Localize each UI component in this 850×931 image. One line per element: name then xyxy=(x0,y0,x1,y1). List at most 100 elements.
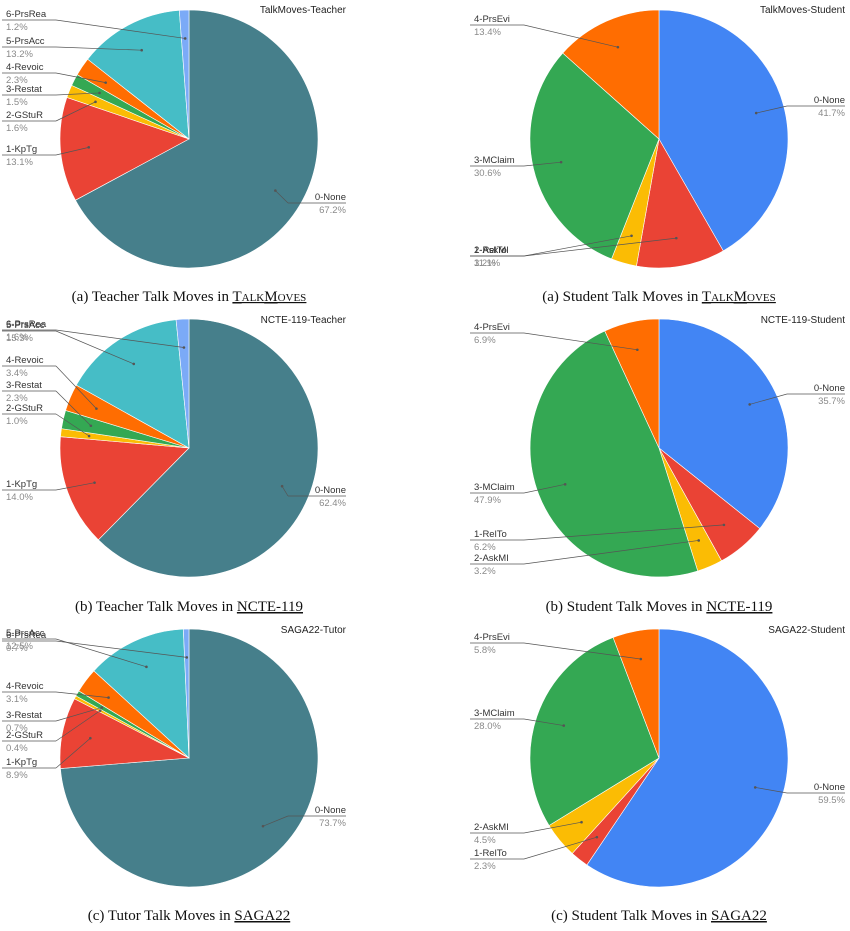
slice-label-0-none: 0-None xyxy=(315,485,346,496)
leader-line xyxy=(55,19,186,39)
pie-slice-5-prsacc xyxy=(87,10,190,140)
leader-line xyxy=(523,332,638,351)
pie-title: SAGA22-Student xyxy=(768,625,845,636)
leader-line xyxy=(281,486,289,497)
slice-percent-0-none: 35.7% xyxy=(818,396,845,407)
leader-dot xyxy=(722,523,726,527)
leader-line xyxy=(523,483,566,494)
leader-dot xyxy=(616,45,620,49)
caption-prefix: (b) Teacher Talk Moves in xyxy=(75,599,237,615)
slice-percent-4-revoic: 3.4% xyxy=(6,368,28,379)
slice-percent-3-mclaim: 47.9% xyxy=(474,495,501,506)
leader-dot xyxy=(98,709,102,712)
pie-title: NCTE-119-Student xyxy=(761,315,846,326)
slice-percent-6-prsrea: 1.6% xyxy=(6,332,28,343)
leader-line xyxy=(756,105,788,114)
slice-percent-0-none: 41.7% xyxy=(818,108,845,119)
slice-percent-0-none: 67.2% xyxy=(319,205,346,216)
slice-percent-4-prsevi: 13.4% xyxy=(474,27,501,38)
slice-label-5-prsacc: 5-PrsAcc xyxy=(6,320,45,331)
leader-line xyxy=(55,707,103,722)
slice-label-1-relto: 1-RelTo xyxy=(474,245,507,256)
slice-label-5-prsacc: 5-PrsAcc xyxy=(6,628,45,639)
slice-label-4-revoic: 4-Revoic xyxy=(6,355,44,366)
slice-percent-1-kptg: 8.9% xyxy=(6,770,28,781)
caption-dataset: TALKMOVES xyxy=(702,289,776,305)
slice-label-1-relto: 1-RelTo xyxy=(474,529,507,540)
slice-percent-3-mclaim: 28.0% xyxy=(474,721,501,732)
leader-line xyxy=(275,190,289,204)
leader-dot xyxy=(559,160,563,164)
pie-slice-6-prsrea xyxy=(175,318,190,449)
leader-dot xyxy=(87,146,91,149)
leader-dot xyxy=(748,403,751,406)
pie-slice-1-relto xyxy=(636,138,724,269)
leader-dot xyxy=(89,736,92,740)
leader-line xyxy=(55,737,91,769)
pie-slice-1-kptg xyxy=(59,436,190,541)
slice-percent-5-prsacc: 12.5% xyxy=(6,641,33,652)
slice-label-2-askmi: 2-AskMI xyxy=(474,822,509,833)
panel-caption: (b) Teacher Talk Moves in NCTE-119 xyxy=(75,599,303,615)
slice-label-2-gstur: 2-GStuR xyxy=(6,730,43,741)
pie-title: TalkMoves-Student xyxy=(760,5,845,16)
leader-line xyxy=(55,147,89,156)
slice-label-0-none: 0-None xyxy=(814,95,845,106)
slice-label-0-none: 0-None xyxy=(315,805,346,816)
slice-label-0-none: 0-None xyxy=(814,782,845,793)
leader-dot xyxy=(95,407,98,410)
leader-line xyxy=(523,642,641,660)
pie-panel-ncte-teacher: NCTE-119-Teacher 0-None 62.4% 1-KpTg 14.0% 2-… xyxy=(2,315,347,615)
leader-line xyxy=(55,365,97,409)
slice-label-4-prsevi: 4-PrsEvi xyxy=(474,14,510,25)
leader-dot xyxy=(185,656,189,659)
leader-dot xyxy=(107,696,110,699)
slice-label-4-revoic: 4-Revoic xyxy=(6,62,44,73)
slice-label-2-gstur: 2-GStuR xyxy=(6,403,43,414)
leader-line xyxy=(55,691,109,698)
slice-percent-0-none: 59.5% xyxy=(818,795,845,806)
leader-line xyxy=(55,413,90,437)
leader-dot xyxy=(563,483,567,486)
slice-percent-4-revoic: 3.1% xyxy=(6,694,28,705)
leader-line xyxy=(523,237,677,257)
slice-percent-3-restat: 2.3% xyxy=(6,393,28,404)
slice-percent-2-gstur: 1.6% xyxy=(6,123,28,134)
leader-dot xyxy=(132,362,136,366)
pie-panel-saga22-tutor: SAGA22-Tutor 0-None 73.7% 1-KpTg 8.9% 2-GStuR… xyxy=(2,625,347,924)
leader-line xyxy=(523,540,699,565)
slice-percent-1-kptg: 13.1% xyxy=(6,157,33,168)
slice-percent-6-prsrea: 1.2% xyxy=(6,22,28,33)
leader-line xyxy=(523,718,564,726)
pie-slice-3-mclaim xyxy=(529,330,699,578)
leader-line xyxy=(55,329,184,348)
pie-slice-1-kptg xyxy=(59,97,190,201)
leader-dot xyxy=(630,234,633,238)
caption-dataset: SAGA22 xyxy=(234,908,290,924)
pie-slice-0-none xyxy=(97,318,319,578)
pie-slice-4-prsevi xyxy=(612,628,660,759)
slice-percent-6-prsrea: 0.7% xyxy=(6,643,28,654)
leader-dot xyxy=(595,835,599,839)
leader-dot xyxy=(261,824,265,828)
slice-percent-1-relto: 11.1% xyxy=(474,258,501,269)
pie-title: SAGA22-Tutor xyxy=(281,625,347,636)
leader-line xyxy=(523,821,582,834)
pie-panel-talkmoves-student: TalkMoves-Student 0-None 41.7% 1-RelTo 11.1%… xyxy=(470,5,846,305)
leader-line xyxy=(55,638,147,668)
slice-label-3-restat: 3-Restat xyxy=(6,84,42,95)
leader-dot xyxy=(140,48,143,52)
caption-prefix: (c) Student Talk Moves in xyxy=(551,908,711,924)
leader-dot xyxy=(562,724,566,727)
leader-dot xyxy=(104,81,107,84)
leader-line xyxy=(523,836,597,860)
slice-percent-1-kptg: 14.0% xyxy=(6,492,33,503)
leader-line xyxy=(55,330,134,365)
pie-slice-3-mclaim xyxy=(529,637,660,826)
leader-line xyxy=(55,390,92,426)
pie-title: TalkMoves-Teacher xyxy=(260,5,347,16)
leader-line xyxy=(55,640,187,658)
slice-percent-5-prsacc: 13.2% xyxy=(6,49,33,60)
slice-percent-4-revoic: 2.3% xyxy=(6,75,28,86)
